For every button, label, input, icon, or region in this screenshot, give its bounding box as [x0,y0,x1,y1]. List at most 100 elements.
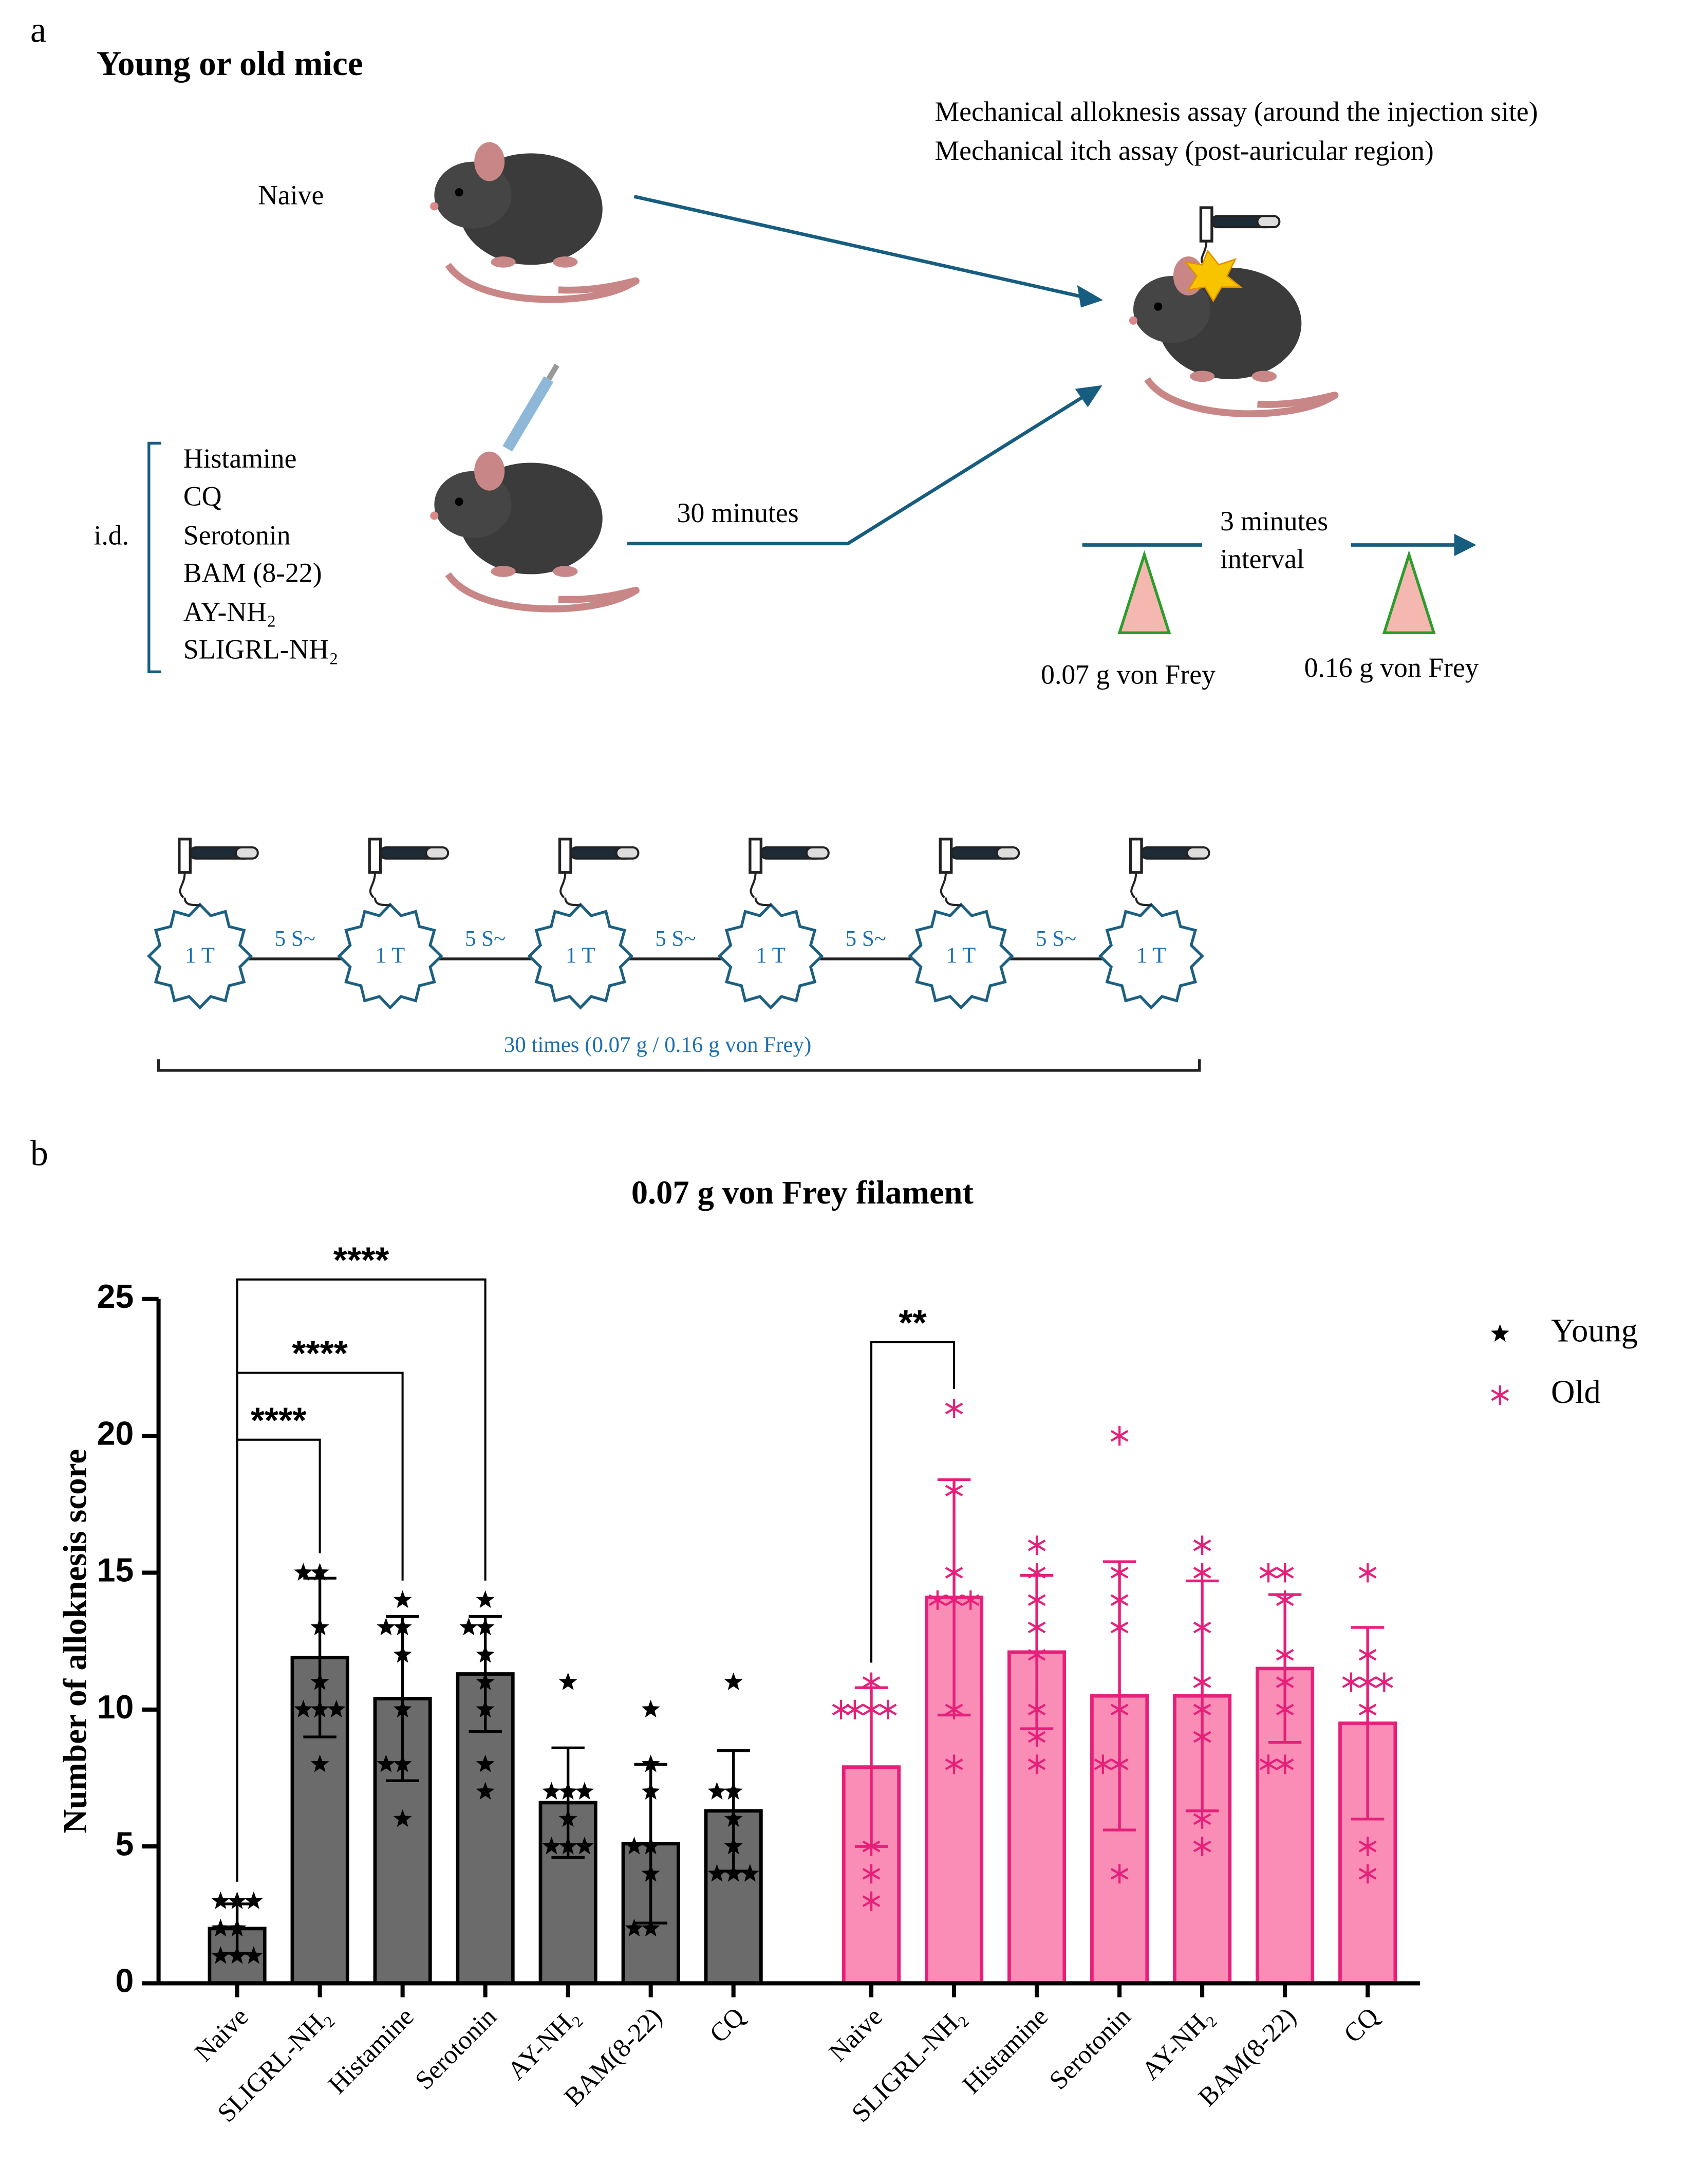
stimulus-badge [908,902,1014,1010]
asterisk-stroke [1193,1704,1211,1716]
x-tick-label: CQ [704,2002,750,2048]
significance-label: **** [333,1240,389,1280]
data-point [476,1590,495,1608]
data-point [961,1590,980,1610]
asterisk-stroke [1276,1567,1294,1579]
assay-label: Mechanical itch assay (post-auricular re… [935,135,1433,166]
data-point [1259,1563,1278,1583]
data-point [945,1398,963,1418]
asterisk-stroke [1027,1539,1046,1551]
asterisk-stroke [1276,1649,1294,1661]
asterisk-stroke [1342,1676,1360,1688]
asterisk-stroke [1193,1539,1211,1551]
data-point [310,1699,329,1718]
stimulus-badge [337,902,443,1010]
filament-triangle [1382,550,1436,635]
data-point [862,1891,881,1911]
data-point [625,1837,644,1855]
data-point [294,1699,313,1718]
data-point [393,1618,412,1636]
filament-wire [183,897,201,907]
stimulus-label: 1 T [376,943,405,968]
chart-title: 0.07 g von Frey filament [631,1174,974,1211]
data-point [1027,1563,1046,1583]
significance-bracket [236,1278,487,1882]
asterisk-stroke [1193,1813,1211,1825]
x-tick-label: Serotonin [409,2002,502,2095]
asterisk-stroke [1027,1731,1046,1743]
asterisk-stroke [1193,1840,1211,1853]
data-point [1358,1837,1377,1857]
asterisk-stroke [961,1594,980,1606]
data-point [244,1891,263,1909]
data-point [228,1946,247,1964]
data-point [542,1837,561,1855]
asterisk-stroke [1358,1704,1377,1716]
data-point [1276,1672,1294,1692]
asterisk-stroke [1027,1649,1046,1661]
significance-label: **** [292,1333,348,1373]
data-point [928,1590,947,1610]
interval-label: interval [1220,543,1304,574]
asterisk-stroke [1358,1840,1377,1853]
arrows [627,195,1477,557]
data-point [945,1590,963,1610]
asterisk-stroke [1110,1567,1129,1579]
asterisk-stroke [1259,1567,1278,1579]
y-tick-label: 5 [115,1825,134,1862]
data-point [1027,1699,1046,1719]
data-point [228,1891,247,1909]
data-point [641,1918,660,1937]
asterisk-stroke [1110,1704,1129,1716]
data-point [1193,1727,1211,1747]
asterisk-stroke [1110,1594,1129,1606]
data-point [1027,1645,1046,1665]
data-point [1276,1563,1294,1583]
asterisk-stroke [1276,1594,1294,1606]
data-point [476,1754,495,1772]
route-label: i.d. [94,520,129,550]
asterisk-stroke [1375,1676,1393,1688]
significance-label: ** [899,1303,927,1343]
asterisk-stroke [832,1704,850,1716]
asterisk-stroke [945,1567,963,1579]
data-point [862,1837,881,1857]
data-point [1110,1563,1129,1583]
data-point [1027,1617,1046,1637]
data-point [1358,1672,1377,1692]
treatment: Serotonin [183,520,291,550]
panel-b: b 0.07 g von Frey filament Number of allok… [30,1133,1638,2128]
treatment: SLIGRL-NH₂ [183,634,339,664]
treatment: BAM (8-22) [183,557,322,588]
asterisk-stroke [945,1402,963,1415]
asterisk-stroke [1110,1868,1129,1880]
x-tick-label: CQ [1338,2002,1385,2048]
stimulus-sequence: 1 T 1 T 1 T 1 T 1 T 1 T 5 S~ 5 S~ 5 S~ 5 S~ 5 S~ [146,839,1209,1010]
data-point [1110,1699,1129,1719]
data-point [393,1809,412,1827]
gap-label: 5 S~ [1036,927,1076,951]
interval-label: 3 minutes [1220,506,1328,536]
treatment: AY-NH₂ [183,596,276,627]
data-point [724,1672,743,1690]
asterisk-stroke [1259,1758,1278,1770]
data-point [244,1946,263,1964]
bracket [157,1059,1201,1072]
data-point [707,1864,726,1882]
asterisk-stroke [862,1840,881,1853]
data-point [1358,1864,1377,1884]
data-point [1027,1754,1046,1774]
panel-title: Young or old mice [97,44,363,82]
error-bar [386,1615,419,1782]
data-point [724,1809,743,1827]
filament-icon [750,839,829,898]
filament-icon [1131,839,1209,898]
data-point [393,1645,412,1663]
data-point [1490,1324,1509,1342]
data-point [393,1590,412,1608]
filament-icon [940,839,1019,898]
asterisk-stroke [1193,1676,1211,1688]
stimulus-label: 1 T [756,943,786,968]
asterisk-stroke [1358,1567,1377,1579]
